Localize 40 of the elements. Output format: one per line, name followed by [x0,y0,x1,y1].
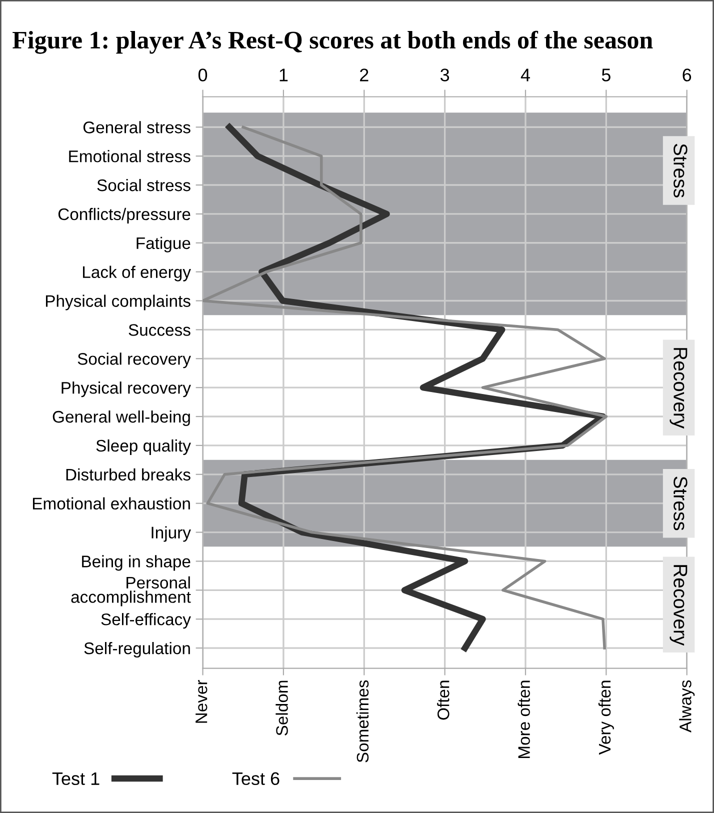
y-tick-label: Fatigue [136,236,190,252]
band-label: Stress [674,144,688,198]
text: Very often [598,680,614,755]
text: Never [196,680,208,723]
x-tick-label: 0 [198,68,208,82]
band-label: Recovery [670,565,688,646]
y-tick-label: General well-being [52,410,190,426]
y-tick-label: General stress [83,121,190,134]
y-tick-label: Sleep quality [96,439,191,455]
x-tick-label: 3 [440,68,450,82]
text: Often [437,680,450,720]
legend-label: Test 6 [232,772,280,786]
chart-title: Figure 1: player A’s Rest-Q scores at both ends of the season [12,30,653,54]
y-tick-label: Disturbed breaks [66,468,190,481]
y-tick-label: Conflicts/pressure [58,208,190,224]
y-tick-label: Being in shape [82,555,190,571]
y-tick-label: Physical recovery [62,382,191,398]
band-label: Recovery [670,348,688,429]
text: Always [679,680,695,732]
y-tick-label: Self-efficacy [101,613,191,629]
x-tick-label: 6 [682,68,692,82]
legend-label: Test 1 [52,772,100,786]
x-tick-label: 2 [360,68,368,82]
x-tick-label: 4 [520,68,530,82]
y-tick-label: Social recovery [78,352,191,368]
text: Sometimes [356,680,369,762]
text: More often [518,680,530,758]
band-label: Stress [674,476,688,530]
text: Seldom [276,680,288,736]
x-tick-label: 1 [280,68,288,82]
y-tick-label: Lack of energy [83,266,191,282]
y-tick-label: Social stress [97,178,190,192]
y-tick-label: Personal accomplishment [71,576,191,606]
y-tick-label: Success [128,324,190,336]
x-tick-label: 5 [602,68,610,82]
y-tick-label: Emotional stress [69,150,190,162]
y-tick-label: Emotional exhaustion [32,497,190,510]
y-tick-label: Injury [152,526,191,542]
y-tick-label: Physical complaints [46,294,190,310]
y-tick-label: Self-regulation [84,642,190,658]
